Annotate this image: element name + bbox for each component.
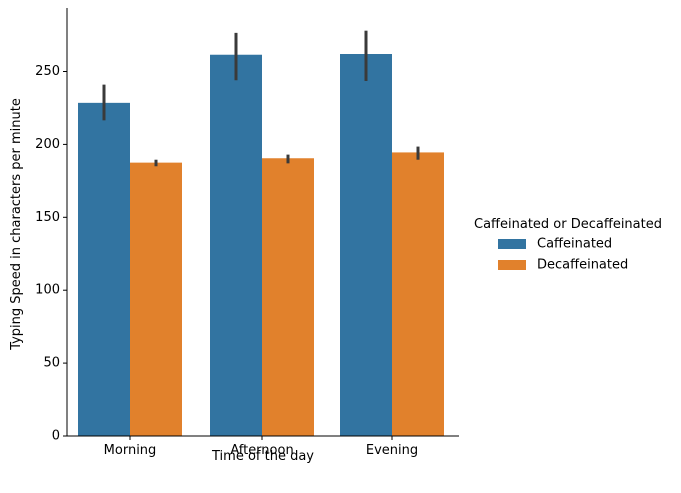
x-tick-label: Evening <box>366 443 418 458</box>
x-ticks: Morning Afternoon Evening <box>104 436 418 458</box>
y-tick-label: 0 <box>52 429 60 444</box>
bars-layer <box>78 54 444 437</box>
y-axis-label: Typing Speed in characters per minute <box>9 98 24 351</box>
x-axis-label: Time of the day <box>211 449 314 464</box>
y-tick-label: 200 <box>35 137 60 152</box>
legend-title: Caffeinated or Decaffeinated <box>474 217 662 232</box>
y-ticks: 0 50 100 150 200 250 <box>35 64 67 444</box>
legend-swatch-caffeinated <box>498 239 526 249</box>
bar-caffeinated-morning <box>78 102 130 437</box>
bar-caffeinated-afternoon <box>210 54 262 436</box>
bar-caffeinated-evening <box>340 54 392 437</box>
bar-decaffeinated-morning <box>130 162 182 436</box>
legend: Caffeinated or Decaffeinated Caffeinated… <box>474 217 662 273</box>
y-tick-label: 150 <box>35 210 60 225</box>
x-tick-label: Afternoon <box>230 443 293 458</box>
bar-decaffeinated-evening <box>392 152 444 436</box>
x-tick-label: Morning <box>104 443 157 458</box>
legend-label-decaffeinated: Decaffeinated <box>537 258 628 273</box>
y-tick-label: 50 <box>43 356 60 371</box>
bar-decaffeinated-afternoon <box>262 158 314 436</box>
legend-swatch-decaffeinated <box>498 260 526 270</box>
legend-items: Caffeinated Decaffeinated <box>498 237 628 273</box>
axes-layer <box>66 8 459 437</box>
legend-label-caffeinated: Caffeinated <box>537 237 612 252</box>
y-tick-label: 100 <box>35 283 60 298</box>
y-tick-label: 250 <box>35 64 60 79</box>
errorbars-layer <box>102 30 420 167</box>
